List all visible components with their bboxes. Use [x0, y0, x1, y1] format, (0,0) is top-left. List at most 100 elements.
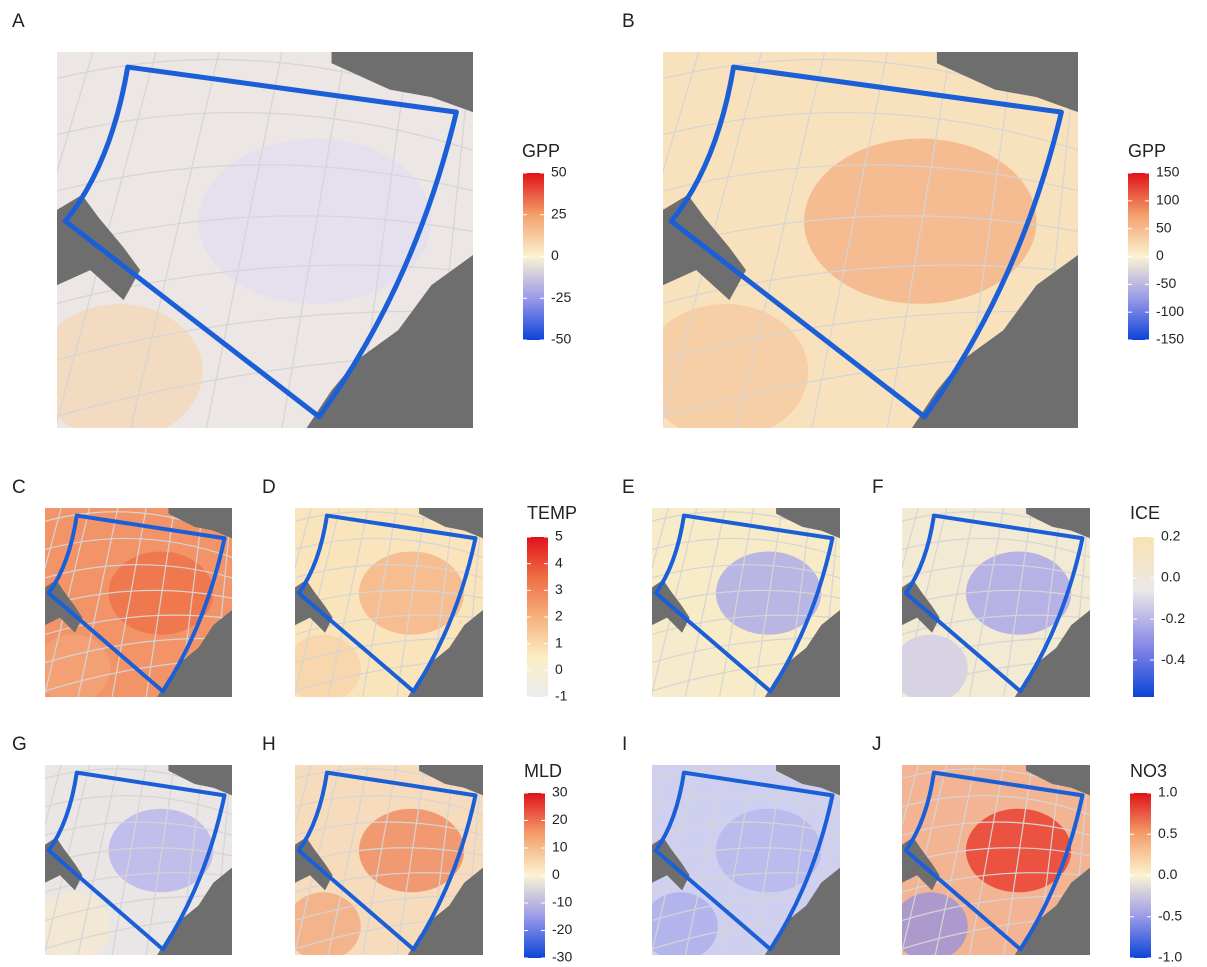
field-pattern [902, 892, 968, 955]
graticule [205, 52, 283, 428]
graticule [45, 508, 62, 571]
colorbar-tick-label: 0.5 [1158, 825, 1178, 841]
colorbar-tick-label: 50 [1156, 219, 1172, 235]
graticule [77, 508, 119, 697]
panel-label: F [872, 477, 884, 498]
graticule [45, 821, 232, 836]
colorbar-tick-label: 0.2 [1161, 528, 1181, 544]
land [419, 508, 483, 539]
graticule [663, 164, 1078, 192]
field-pattern [295, 634, 361, 697]
graticule [45, 564, 232, 579]
land [1026, 508, 1090, 539]
map [663, 52, 1078, 428]
map [652, 508, 840, 697]
map [45, 508, 232, 697]
graticule [295, 765, 312, 828]
graticule [652, 821, 840, 836]
graticule [902, 614, 1090, 636]
colorbar-tick-label: 10 [552, 839, 568, 855]
graticule [735, 52, 826, 428]
colorbar-legend: GPP 150 100 50 0 -50 -100 -150 [1128, 141, 1184, 347]
colorbar [1128, 173, 1149, 340]
region-outline [653, 770, 835, 952]
field-pattern [902, 634, 968, 697]
graticule [753, 508, 783, 697]
colorbar-tick-label: 2 [555, 608, 563, 624]
region-outline [668, 64, 1064, 420]
graticule [57, 164, 473, 192]
colorbar-tick-label: -1 [555, 688, 568, 704]
graticule [684, 765, 726, 955]
colorbar [1130, 793, 1151, 958]
colorbar-tick-label: -0.4 [1161, 651, 1185, 667]
region-outline [46, 770, 227, 952]
graticule [663, 52, 700, 174]
graticule [145, 765, 176, 955]
graticule [684, 508, 726, 697]
colorbar-tick-label: -0.2 [1161, 610, 1185, 626]
colorbar-tick-label: -50 [551, 331, 571, 347]
graticule [663, 111, 1078, 151]
colorbar-legend: NO3 1.0 0.5 0.0 -0.5 -1.0 [1130, 761, 1182, 965]
graticule [130, 52, 220, 428]
colorbar-tick-label: -25 [551, 289, 571, 305]
colorbar-tick-label: -100 [1156, 303, 1184, 319]
colorbar-tick-label: 20 [552, 811, 568, 827]
map-panel: E [622, 477, 840, 697]
region-outline [296, 513, 478, 694]
colorbar-tick-label: 0 [555, 661, 563, 677]
colorbar-tick-label: -30 [552, 949, 572, 965]
land [764, 610, 840, 697]
graticule [396, 508, 426, 697]
graticule [295, 508, 312, 571]
graticule [1003, 508, 1033, 697]
map [902, 508, 1090, 697]
graticule [111, 765, 147, 955]
land [764, 867, 840, 955]
region-outline [903, 513, 1085, 694]
map-panel: B [622, 11, 1078, 428]
region-outline [653, 513, 835, 694]
field-pattern [45, 634, 111, 697]
land [306, 255, 473, 428]
map [295, 765, 483, 955]
land [776, 765, 840, 796]
map [902, 765, 1090, 955]
colorbar-tick-label: 1.0 [1158, 784, 1178, 800]
graticule [902, 821, 1090, 836]
graticule [295, 872, 483, 893]
panel-label: G [12, 734, 27, 755]
colorbar-legend: MLD 30 20 10 0 -10 -20 -30 [524, 761, 572, 965]
map [57, 52, 473, 428]
graticule [295, 564, 483, 579]
colorbar-tick-label: 4 [555, 554, 563, 570]
map [45, 765, 232, 955]
colorbar-tick-label: 1 [555, 634, 563, 650]
land [157, 867, 232, 955]
graticule [652, 765, 669, 828]
colorbar-tick-label: 100 [1156, 192, 1180, 208]
graticule [934, 765, 976, 955]
graticule [45, 765, 62, 828]
colorbar-tick-label: 3 [555, 581, 563, 597]
legend-title: ICE [1130, 503, 1160, 523]
graticule [281, 52, 346, 428]
map-panel: C [12, 477, 232, 697]
graticule [361, 765, 398, 955]
graticule [295, 821, 483, 836]
graticule [45, 614, 232, 636]
colorbar [1133, 537, 1154, 697]
map-panel: A [12, 11, 473, 428]
colorbar-tick-label: 0.0 [1158, 866, 1178, 882]
graticule [886, 52, 951, 428]
graticule [361, 508, 398, 697]
colorbar-tick-label: 0 [551, 247, 559, 263]
panel-label: I [622, 734, 627, 755]
land [419, 765, 483, 796]
field-pattern [663, 303, 809, 428]
graticule [652, 564, 840, 579]
region-outline [903, 770, 1085, 952]
land [776, 508, 840, 539]
colorbar-tick-label: 0.0 [1161, 569, 1181, 585]
